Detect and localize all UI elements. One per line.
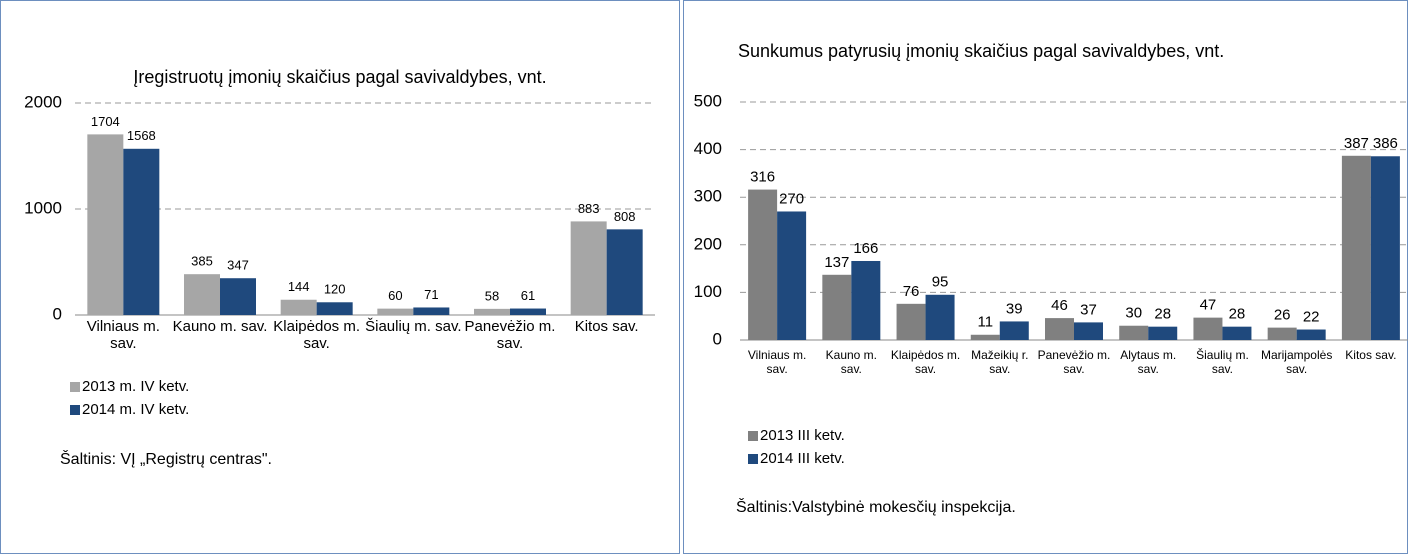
legend-swatch xyxy=(70,405,80,415)
value-label: 883 xyxy=(578,201,600,216)
bar xyxy=(1222,326,1252,340)
value-label: 71 xyxy=(424,287,438,302)
y-tick-label: 100 xyxy=(694,282,722,301)
bar xyxy=(851,260,881,340)
value-label: 120 xyxy=(324,282,346,297)
y-tick-label: 200 xyxy=(694,234,722,253)
bar xyxy=(896,303,926,340)
x-tick-label: Kauno m. sav. xyxy=(172,318,268,335)
x-tick-label: Kitos sav. xyxy=(1345,348,1397,362)
bar xyxy=(87,134,124,315)
x-tick-label: Marijampolės sav. xyxy=(1260,348,1333,376)
legend-label: 2014 III ketv. xyxy=(760,450,845,467)
value-label: 95 xyxy=(932,274,949,291)
value-label: 387 xyxy=(1344,135,1369,152)
value-label: 270 xyxy=(779,190,804,207)
y-tick-label: 2000 xyxy=(24,92,62,111)
value-label: 28 xyxy=(1154,306,1171,323)
bar xyxy=(474,308,510,315)
bar xyxy=(1296,329,1326,340)
bar xyxy=(280,299,317,315)
value-label: 30 xyxy=(1125,305,1142,322)
x-tick-label: Šiaulių m. sav. xyxy=(365,318,462,335)
value-label: 60 xyxy=(388,288,402,303)
value-label: 347 xyxy=(227,258,249,273)
y-tick-label: 0 xyxy=(53,304,62,323)
x-tick-label: Klaipėdos m. sav. xyxy=(273,318,361,352)
legend-label: 2013 III ketv. xyxy=(760,427,845,444)
bar xyxy=(777,211,807,340)
bar xyxy=(510,308,546,315)
x-tick-label: Alytaus m. sav. xyxy=(1120,348,1177,376)
x-tick-label: Vilniaus m. sav. xyxy=(747,348,807,376)
value-label: 316 xyxy=(750,169,775,186)
y-tick-label: 300 xyxy=(694,187,722,206)
y-tick-label: 1000 xyxy=(24,198,62,217)
bar xyxy=(413,307,450,315)
y-tick-label: 0 xyxy=(713,329,722,348)
value-label: 808 xyxy=(614,209,636,224)
bar xyxy=(184,274,220,315)
x-tick-label: Šiaulių m. sav. xyxy=(1196,348,1249,376)
bar xyxy=(748,189,778,340)
bar xyxy=(377,308,414,315)
legend-swatch xyxy=(748,454,758,464)
x-tick-label: Kauno m. sav. xyxy=(825,348,878,376)
x-tick-label: Panevėžio m. sav. xyxy=(464,318,556,352)
bar xyxy=(822,274,852,340)
bar xyxy=(1148,326,1178,340)
x-tick-label: Panevėžio m. sav. xyxy=(1037,348,1111,376)
bar xyxy=(1074,322,1103,340)
bar xyxy=(999,321,1029,340)
value-label: 144 xyxy=(288,279,310,294)
bar xyxy=(220,278,256,315)
value-label: 22 xyxy=(1303,308,1320,325)
value-label: 1704 xyxy=(91,114,120,129)
value-label: 166 xyxy=(853,240,878,257)
chart-title: Sunkumus patyrusių įmonių skaičius pagal… xyxy=(738,41,1224,61)
value-label: 76 xyxy=(903,283,920,300)
bar xyxy=(1370,156,1400,340)
bar xyxy=(1119,325,1149,340)
bar xyxy=(1267,327,1297,340)
x-tick-label: Kitos sav. xyxy=(574,318,639,335)
bar xyxy=(316,302,353,315)
legend-swatch xyxy=(748,431,758,441)
bar xyxy=(123,148,160,315)
legend-label: 2014 m. IV ketv. xyxy=(82,401,189,418)
source-note: Šaltinis: VĮ „Registrų centras". xyxy=(60,449,272,468)
value-label: 385 xyxy=(191,254,213,269)
bar xyxy=(1045,318,1074,340)
x-tick-label: Klaipėdos m. sav. xyxy=(890,348,961,376)
value-label: 137 xyxy=(824,254,849,271)
bar xyxy=(606,229,643,315)
chart-title: Įregistruotų įmonių skaičius pagal saviv… xyxy=(133,67,546,87)
value-label: 26 xyxy=(1274,307,1291,324)
y-tick-label: 500 xyxy=(694,91,722,110)
value-label: 46 xyxy=(1051,297,1068,314)
value-label: 47 xyxy=(1200,297,1217,314)
y-tick-label: 400 xyxy=(694,139,722,158)
bar xyxy=(925,294,955,340)
legend-swatch xyxy=(70,382,80,392)
source-note: Šaltinis:Valstybinė mokesčių inspekcija. xyxy=(736,497,1016,516)
x-tick-label: Vilniaus m. sav. xyxy=(86,318,160,352)
bar xyxy=(1193,317,1223,340)
value-label: 37 xyxy=(1080,301,1097,318)
value-label: 28 xyxy=(1229,306,1246,323)
value-label: 11 xyxy=(977,314,993,331)
bar xyxy=(570,221,607,315)
legend-label: 2013 m. IV ketv. xyxy=(82,378,189,395)
value-label: 1568 xyxy=(127,128,156,143)
value-label: 61 xyxy=(521,288,535,303)
bar xyxy=(970,334,1000,340)
x-tick-label: Mažeikių r. sav. xyxy=(971,348,1029,376)
bar xyxy=(1341,155,1371,340)
value-label: 386 xyxy=(1373,135,1398,152)
value-label: 58 xyxy=(485,288,499,303)
value-label: 39 xyxy=(1006,300,1023,317)
